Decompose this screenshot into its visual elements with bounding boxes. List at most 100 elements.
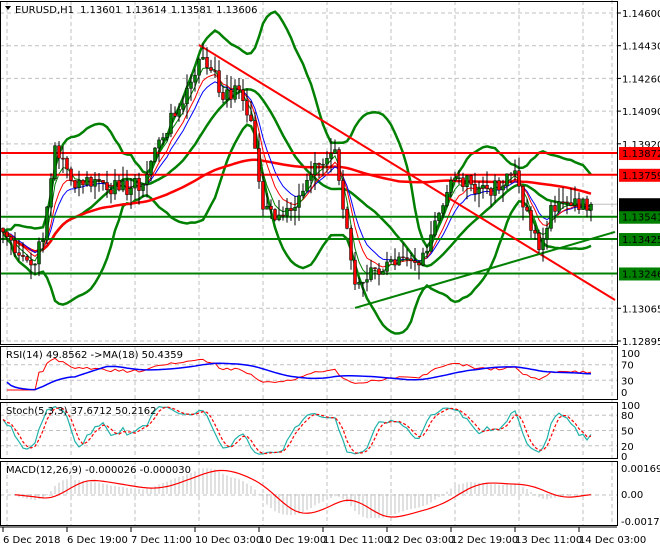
bull-candle bbox=[557, 201, 561, 212]
bear-candle bbox=[337, 149, 341, 181]
bear-candle bbox=[345, 208, 349, 229]
bear-candle bbox=[533, 230, 537, 234]
bull-candle bbox=[513, 170, 517, 175]
bear-candle bbox=[253, 120, 257, 149]
bull-candle bbox=[169, 112, 173, 134]
bull-candle bbox=[361, 281, 365, 284]
trendline bbox=[354, 230, 616, 309]
bull-candle bbox=[505, 173, 509, 187]
bull-candle bbox=[449, 180, 453, 193]
slow-moving-average-line bbox=[2, 158, 592, 253]
stoch-tick-label: 100 bbox=[621, 401, 640, 412]
bull-candle bbox=[453, 177, 457, 181]
price-level-badge-label: 1.13541 bbox=[622, 213, 660, 224]
bull-candle bbox=[45, 206, 49, 241]
bear-candle bbox=[409, 258, 413, 261]
bull-candle bbox=[329, 153, 333, 159]
bear-candle bbox=[473, 183, 477, 194]
bull-candle bbox=[397, 256, 401, 266]
stoch-label: Stoch(5,3,3) 37.6712 50.2162 bbox=[6, 406, 157, 417]
price-panel[interactable] bbox=[0, 10, 617, 335]
current-price-badge bbox=[619, 198, 660, 212]
macd-tick-label: -0.001765 bbox=[621, 517, 660, 528]
bull-candle bbox=[333, 149, 337, 154]
bull-candle bbox=[357, 281, 361, 285]
bear-candle bbox=[273, 209, 277, 221]
price-level-badge-label: 1.13759 bbox=[622, 171, 660, 182]
bull-candle bbox=[85, 177, 89, 186]
bear-candle bbox=[553, 205, 557, 212]
close-value: 1.13606 bbox=[216, 5, 257, 16]
bull-candle bbox=[49, 178, 53, 208]
fast-moving-average-blue bbox=[2, 81, 592, 262]
bear-candle bbox=[461, 177, 465, 187]
time-tick-label: 6 Dec 2018 bbox=[3, 535, 61, 546]
bull-candle bbox=[233, 85, 237, 100]
symbol-label: EURUSD,H1 bbox=[15, 5, 74, 16]
bull-candle bbox=[589, 203, 593, 211]
bull-candle bbox=[493, 180, 497, 196]
price-tick-label: 1.13920 bbox=[622, 140, 660, 151]
bull-candle bbox=[313, 163, 317, 175]
price-level-badge bbox=[619, 168, 660, 182]
bear-candle bbox=[21, 255, 25, 257]
bull-candle bbox=[33, 263, 37, 266]
bull-candle bbox=[201, 57, 205, 60]
bull-candle bbox=[457, 177, 461, 180]
trendline bbox=[198, 44, 616, 301]
bull-candle bbox=[149, 160, 153, 175]
bear-candle bbox=[173, 112, 177, 117]
collapse-triangle-icon[interactable] bbox=[5, 6, 11, 10]
bear-candle bbox=[497, 180, 501, 191]
stochastic-panel[interactable] bbox=[2, 405, 592, 455]
stoch-signal-line bbox=[2, 406, 592, 455]
bear-candle bbox=[17, 252, 21, 256]
bear-candle bbox=[509, 173, 513, 176]
rsi-ma-line bbox=[6, 362, 592, 391]
bear-candle bbox=[317, 163, 321, 166]
bear-candle bbox=[241, 89, 245, 101]
bull-candle bbox=[197, 58, 201, 76]
bull-candle bbox=[153, 147, 157, 162]
rsi-tick-label: 70 bbox=[621, 361, 634, 372]
rsi-panel[interactable] bbox=[6, 357, 592, 391]
bull-candle bbox=[177, 108, 181, 117]
bear-candle bbox=[405, 257, 409, 260]
bull-candle bbox=[445, 192, 449, 206]
bear-candle bbox=[221, 92, 225, 100]
bull-candle bbox=[193, 74, 197, 83]
bear-candle bbox=[105, 182, 109, 191]
macd-panel[interactable] bbox=[14, 468, 592, 519]
bull-candle bbox=[381, 271, 385, 275]
bollinger-middle-line bbox=[2, 88, 592, 268]
bull-candle bbox=[441, 205, 445, 214]
price-level-badge-label: 1.13425 bbox=[622, 235, 660, 246]
price-level-badge bbox=[619, 267, 660, 281]
bull-candle bbox=[265, 205, 269, 210]
price-tick-label: 1.12895 bbox=[622, 337, 660, 348]
macd-tick-label: 0.001694 bbox=[621, 464, 660, 475]
panel-border bbox=[0, 402, 618, 459]
bear-candle bbox=[377, 268, 381, 275]
time-tick-label: 13 Dec 11:00 bbox=[515, 535, 582, 546]
bear-candle bbox=[489, 188, 493, 196]
stoch-tick-label: 80 bbox=[621, 411, 634, 422]
bull-candle bbox=[549, 205, 553, 229]
bear-candle bbox=[97, 179, 101, 181]
bear-candle bbox=[393, 259, 397, 266]
macd-signal-line bbox=[14, 469, 592, 518]
bear-candle bbox=[137, 177, 141, 191]
rsi-tick-label: 100 bbox=[621, 349, 640, 360]
bull-candle bbox=[165, 133, 169, 138]
price-level-badge bbox=[619, 233, 660, 247]
bull-candle bbox=[421, 252, 425, 266]
low-value: 1.13581 bbox=[171, 5, 212, 16]
bear-candle bbox=[213, 70, 217, 72]
bear-candle bbox=[9, 236, 13, 241]
bull-candle bbox=[481, 184, 485, 189]
bull-candle bbox=[389, 259, 393, 263]
bull-candle bbox=[133, 177, 137, 189]
rsi-tick-label: 30 bbox=[621, 376, 634, 387]
